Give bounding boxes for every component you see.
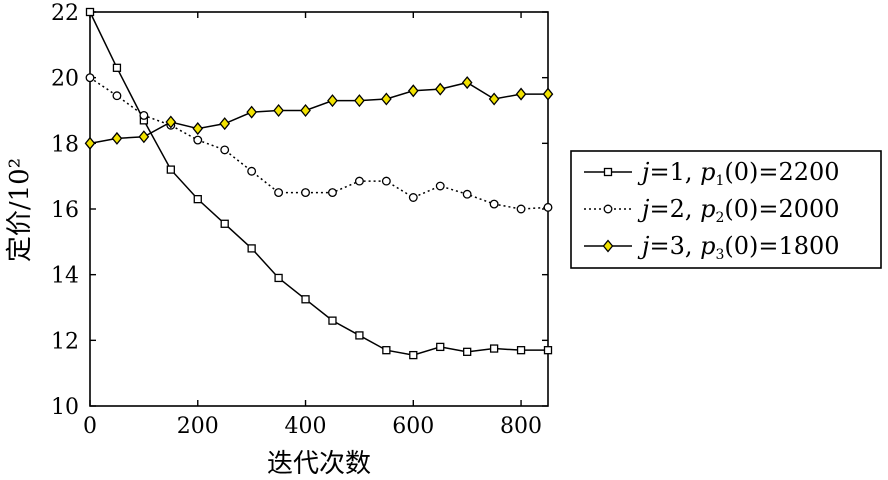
series-3-point — [461, 76, 473, 90]
x-axis-label: 迭代次数 — [267, 449, 371, 479]
series-1-point — [516, 346, 526, 355]
series-3-line — [89, 81, 548, 145]
axis-ticks: 0 200 400 600 800 10 12 14 16 18 20 22 — [51, 1, 548, 439]
series-2-point — [435, 181, 445, 191]
y-tick-label: 14 — [51, 264, 79, 289]
series-1-point — [409, 350, 418, 360]
series-2-point — [489, 199, 499, 209]
series-2-point — [301, 188, 310, 198]
legend-marker — [602, 239, 614, 253]
y-tick-label: 18 — [51, 132, 79, 157]
y-tick-label: 12 — [51, 329, 79, 354]
series-3-point — [407, 84, 419, 98]
series-3-point — [273, 103, 284, 118]
series-3-point — [246, 105, 257, 119]
series-2-point — [462, 189, 472, 199]
series-2-point — [112, 91, 122, 101]
series-3-point — [165, 115, 177, 129]
series-3-point — [542, 87, 554, 101]
series-2 — [85, 73, 553, 214]
series-1-point — [301, 295, 310, 304]
series-1 — [85, 7, 553, 360]
series-2-point — [516, 204, 526, 214]
series-1-point — [543, 346, 553, 355]
plot-area: 0 200 400 600 800 10 12 14 16 18 20 22 — [51, 1, 554, 439]
y-axis-label: 定价/10² — [5, 158, 35, 262]
series-1-point — [355, 331, 364, 340]
series-2-point — [85, 73, 95, 83]
series-3-point — [381, 92, 392, 106]
series-2-point — [328, 188, 337, 198]
series-2-point — [247, 166, 257, 176]
legend-entry-3: j=3, p3(0)=1800 — [584, 232, 840, 263]
series-1-point — [247, 244, 256, 253]
legend-marker — [603, 204, 613, 214]
series-1-line — [89, 11, 548, 356]
series-3-point — [84, 136, 96, 150]
series-2-line — [89, 77, 549, 210]
series-3-point — [192, 122, 204, 136]
series-layer — [84, 7, 554, 360]
legend-box — [570, 150, 882, 269]
series-1-point — [274, 273, 283, 283]
series-1-point — [193, 194, 202, 204]
series-3-point — [111, 131, 123, 145]
axes-frame — [89, 11, 549, 407]
x-tick-label: 600 — [392, 414, 434, 439]
series-1-point — [382, 346, 391, 355]
series-3-point — [300, 103, 311, 118]
series-2-point — [354, 176, 364, 186]
series-1-point — [166, 165, 175, 174]
legend-label: j=3, p3(0)=1800 — [637, 232, 840, 263]
y-tick-label: 16 — [51, 198, 79, 223]
legend-entry-1: j=1, p1(0)=2200 — [584, 158, 840, 189]
legend: j=1, p1(0)=2200 j=2, p2(0)=2000 j=3, p3(0)… — [570, 150, 882, 269]
series-3-point — [488, 92, 500, 106]
series-2-point — [543, 202, 553, 212]
series-1-point — [112, 63, 122, 72]
legend-marker — [603, 167, 613, 177]
legend-label: j=2, p2(0)=2000 — [637, 195, 840, 226]
x-tick-label: 0 — [83, 414, 97, 439]
x-tick-label: 800 — [500, 414, 542, 439]
legend-label: j=1, p1(0)=2200 — [637, 158, 840, 189]
x-tick-label: 400 — [285, 414, 327, 439]
series-1-point — [220, 219, 229, 228]
series-2-point — [193, 135, 203, 145]
series-2-point — [274, 188, 284, 198]
series-1-point — [436, 342, 445, 352]
series-3-point — [515, 87, 527, 101]
series-2-point — [139, 110, 149, 120]
series-3-point — [138, 130, 150, 144]
series-1-point — [328, 316, 337, 325]
series-3-point — [434, 82, 446, 96]
series-2-point — [408, 193, 418, 202]
series-3 — [84, 76, 554, 150]
x-tick-label: 200 — [177, 414, 219, 439]
y-tick-label: 20 — [51, 67, 79, 92]
y-tick-label: 22 — [51, 1, 79, 26]
series-3-point — [354, 94, 365, 108]
series-3-point — [327, 94, 338, 108]
series-1-point — [489, 344, 499, 353]
series-2-point — [220, 145, 230, 155]
series-1-point — [85, 7, 95, 17]
series-1-point — [463, 347, 472, 356]
series-3-point — [219, 117, 231, 131]
y-tick-label: 10 — [51, 395, 79, 420]
series-2-point — [381, 176, 391, 186]
